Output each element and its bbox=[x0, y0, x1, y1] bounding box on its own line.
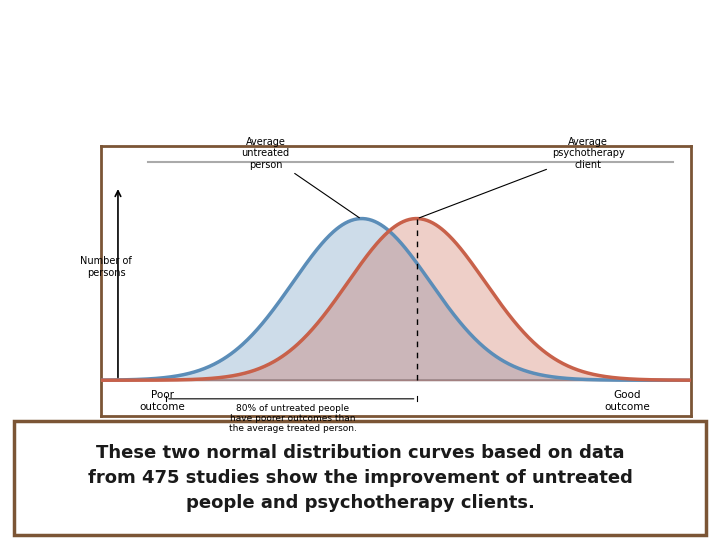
Text: 80% of untreated people
have poorer outcomes than
the average treated person.: 80% of untreated people have poorer outc… bbox=[229, 404, 357, 434]
Text: Poor
outcome: Poor outcome bbox=[140, 390, 186, 411]
Text: Good
outcome: Good outcome bbox=[604, 390, 650, 411]
Text: These two normal distribution curves based on data
from 475 studies show the imp: These two normal distribution curves bas… bbox=[88, 444, 632, 512]
Text: What does meta analysis show about the
success of psychotherapy?: What does meta analysis show about the s… bbox=[68, 32, 652, 87]
Text: Average
psychotherapy
client: Average psychotherapy client bbox=[419, 137, 624, 218]
Text: Average
untreated
person: Average untreated person bbox=[241, 137, 359, 218]
Text: Number of
persons: Number of persons bbox=[81, 256, 132, 278]
